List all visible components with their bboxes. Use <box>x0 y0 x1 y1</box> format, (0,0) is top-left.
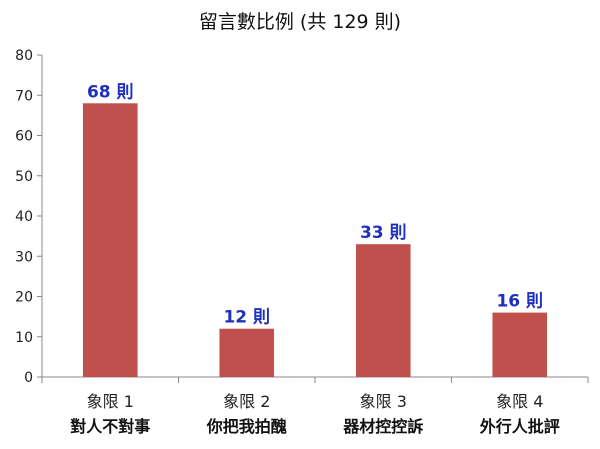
data-label: 16 則 <box>496 292 543 312</box>
data-label: 33 則 <box>360 223 407 243</box>
labels: 68 則象限 1 對人不對事 12 則象限 2 你把我拍醜 33 則象限 3 器材控控訴 1… <box>70 82 560 436</box>
y-tick-label: 10 <box>15 330 33 346</box>
chart-title: 留言數比例 (共 129 則) <box>199 11 401 33</box>
y-tick-label: 60 <box>15 129 33 145</box>
bars <box>82 103 548 378</box>
bar <box>219 328 275 377</box>
bar <box>492 312 548 377</box>
x-tick-sublabel: 器材控控訴 <box>342 417 423 436</box>
data-label: 68 則 <box>87 82 134 102</box>
y-tick-label: 80 <box>15 48 33 64</box>
x-tick-sublabel: 對人不對事 <box>70 417 150 436</box>
bar <box>82 103 138 378</box>
y-tick-label: 40 <box>15 209 33 225</box>
bar <box>355 244 411 377</box>
data-label: 12 則 <box>223 308 270 328</box>
y-tick-label: 20 <box>15 290 33 306</box>
x-tick-label: 象限 2 <box>223 392 270 411</box>
y-tick-label: 70 <box>15 88 33 104</box>
y-tick-label: 30 <box>15 249 33 265</box>
x-tick-sublabel: 外行人批評 <box>479 417 560 436</box>
axes: 0 10 20 30 40 50 60 70 80 <box>15 48 589 386</box>
y-tick-label: 0 <box>24 370 33 386</box>
x-tick-sublabel: 你把我拍醜 <box>206 417 287 436</box>
x-tick-label: 象限 4 <box>496 392 543 411</box>
x-tick-label: 象限 1 <box>87 392 134 411</box>
x-tick-label: 象限 3 <box>360 392 407 411</box>
y-tick-label: 50 <box>15 169 33 185</box>
